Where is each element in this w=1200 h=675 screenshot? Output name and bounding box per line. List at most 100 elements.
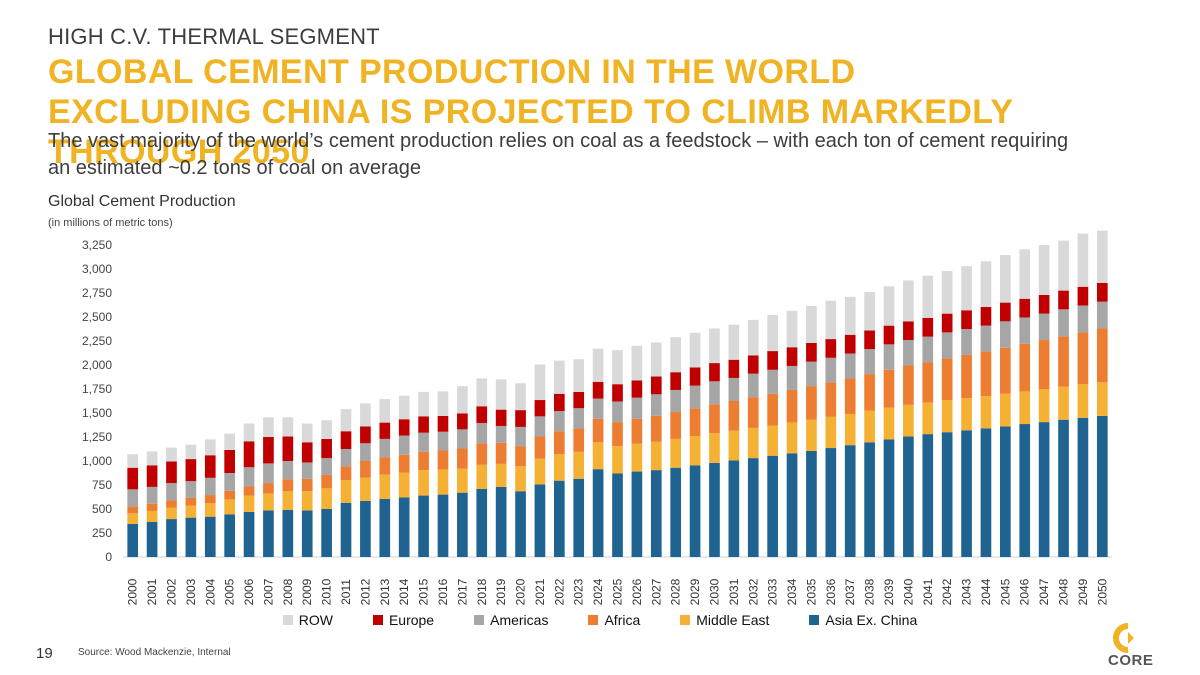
bar-segment-middle-east-2022	[553, 454, 565, 481]
x-tick-label: 2015	[417, 578, 431, 605]
x-tick-label: 2005	[223, 578, 237, 605]
bar-segment-americas-2001	[146, 486, 158, 504]
y-tick-label: 1,750	[82, 382, 112, 396]
bar-segment-americas-2024	[592, 398, 604, 419]
bar-segment-row-2004	[204, 439, 216, 456]
bar-segment-row-2001	[146, 451, 158, 466]
bar-segment-americas-2011	[340, 449, 352, 467]
bar-segment-europe-2001	[146, 465, 158, 487]
bar-segment-asia-ex-china-2024	[592, 469, 604, 557]
bar-segment-europe-2048	[1058, 290, 1069, 310]
bar-segment-row-2034	[786, 310, 798, 348]
bar-segment-europe-2003	[185, 459, 197, 482]
bar-segment-africa-2038	[864, 374, 875, 411]
bar-segment-africa-2010	[321, 474, 332, 489]
x-tick-label: 2021	[533, 578, 547, 605]
x-tick-label: 2024	[591, 578, 605, 605]
bar-segment-europe-2007	[263, 437, 274, 464]
bar-segment-middle-east-2047	[1038, 389, 1050, 423]
x-tick-label: 2026	[630, 578, 644, 605]
bar-segment-europe-2027	[650, 376, 662, 395]
bar-segment-row-2049	[1077, 233, 1089, 287]
bar-segment-middle-east-2005	[224, 499, 235, 515]
bar-segment-africa-2028	[670, 412, 682, 439]
bar-segment-row-2010	[321, 420, 332, 439]
bar-segment-row-2043	[961, 266, 972, 311]
bar-segment-middle-east-2037	[844, 413, 856, 446]
x-tick-label: 2049	[1076, 578, 1090, 605]
bar-segment-row-2019	[495, 379, 507, 410]
bar-segment-europe-2008	[282, 436, 294, 461]
core-logo-icon	[1113, 623, 1134, 653]
bar-segment-europe-2046	[1019, 298, 1031, 318]
legend-swatch	[809, 615, 820, 625]
bar-segment-europe-2047	[1038, 294, 1050, 314]
bar-segment-africa-2006	[243, 486, 255, 496]
slide-headline: GLOBAL CEMENT PRODUCTION IN THE WORLD EX…	[48, 53, 1013, 171]
bar-segment-europe-2018	[476, 406, 488, 424]
bar-segment-africa-2030	[709, 404, 720, 434]
bar-segment-africa-2033	[767, 393, 778, 426]
x-tick-label: 2048	[1057, 578, 1071, 605]
bar-segment-asia-ex-china-2003	[185, 517, 197, 557]
bar-segment-africa-2005	[224, 490, 235, 500]
bar-segment-asia-ex-china-2018	[476, 488, 488, 557]
x-tick-label: 2016	[436, 578, 450, 605]
bar-segment-row-2032	[747, 319, 759, 356]
bar-segment-americas-2015	[418, 432, 429, 452]
bar-segment-middle-east-2025	[612, 446, 623, 474]
bar-segment-row-2045	[1000, 255, 1011, 303]
bar-segment-row-2044	[980, 261, 992, 307]
x-tick-label: 2044	[979, 578, 993, 605]
bar-segment-asia-ex-china-2012	[360, 500, 371, 557]
bar-segment-europe-2050	[1096, 282, 1108, 302]
chart-legend: ROW Europe Americas Africa Middle East Asia E…	[0, 612, 1200, 628]
x-tick-label: 2045	[998, 578, 1012, 605]
bar-segment-asia-ex-china-2045	[1000, 426, 1011, 557]
bar-segment-asia-ex-china-2021	[534, 484, 546, 557]
bar-segment-row-2016	[437, 391, 449, 416]
x-tick-label: 2012	[358, 578, 372, 605]
x-tick-label: 2003	[184, 578, 198, 605]
x-tick-label: 2020	[514, 578, 528, 605]
bar-segment-asia-ex-china-2014	[398, 497, 410, 557]
bar-segment-europe-2016	[437, 415, 449, 432]
bar-segment-americas-2030	[709, 381, 720, 405]
bar-segment-americas-2049	[1077, 305, 1089, 333]
bar-segment-europe-2037	[844, 334, 856, 354]
x-tick-label: 2041	[921, 578, 935, 605]
x-tick-label: 2007	[261, 578, 275, 605]
bar-segment-middle-east-2031	[728, 430, 740, 461]
bar-segment-row-2041	[922, 275, 934, 318]
bar-segment-europe-2041	[922, 317, 934, 337]
legend-item-americas: Americas	[474, 612, 548, 628]
bar-segment-asia-ex-china-2023	[573, 478, 585, 557]
bar-segment-europe-2034	[786, 347, 798, 366]
bar-segment-americas-2037	[844, 353, 856, 379]
bar-segment-africa-2048	[1058, 336, 1069, 387]
x-tick-label: 2013	[378, 578, 392, 605]
bar-segment-row-2030	[709, 328, 720, 364]
x-tick-label: 2050	[1095, 578, 1109, 605]
bar-segment-row-2047	[1038, 245, 1050, 295]
bar-segment-middle-east-2009	[301, 491, 313, 511]
legend-label: Americas	[490, 612, 549, 628]
bar-segment-middle-east-2004	[204, 503, 216, 517]
bar-segment-row-2037	[844, 296, 856, 335]
y-tick-label: 2,000	[82, 358, 112, 372]
bar-segment-africa-2011	[340, 466, 352, 481]
bar-segment-middle-east-2041	[922, 402, 934, 435]
x-tick-label: 2017	[455, 578, 469, 605]
bar-segment-europe-2035	[806, 342, 817, 362]
bar-segment-middle-east-2049	[1077, 384, 1089, 418]
bar-segment-middle-east-2043	[961, 398, 972, 431]
bar-segment-row-2050	[1096, 230, 1108, 283]
bar-segment-asia-ex-china-2020	[515, 491, 526, 557]
bar-segment-asia-ex-china-2028	[670, 467, 682, 557]
bar-segment-americas-2020	[515, 426, 526, 447]
x-tick-label: 2040	[901, 578, 915, 605]
x-tick-label: 2047	[1037, 578, 1051, 605]
y-tick-label: 2,250	[82, 334, 112, 348]
bar-segment-americas-2046	[1019, 317, 1031, 344]
